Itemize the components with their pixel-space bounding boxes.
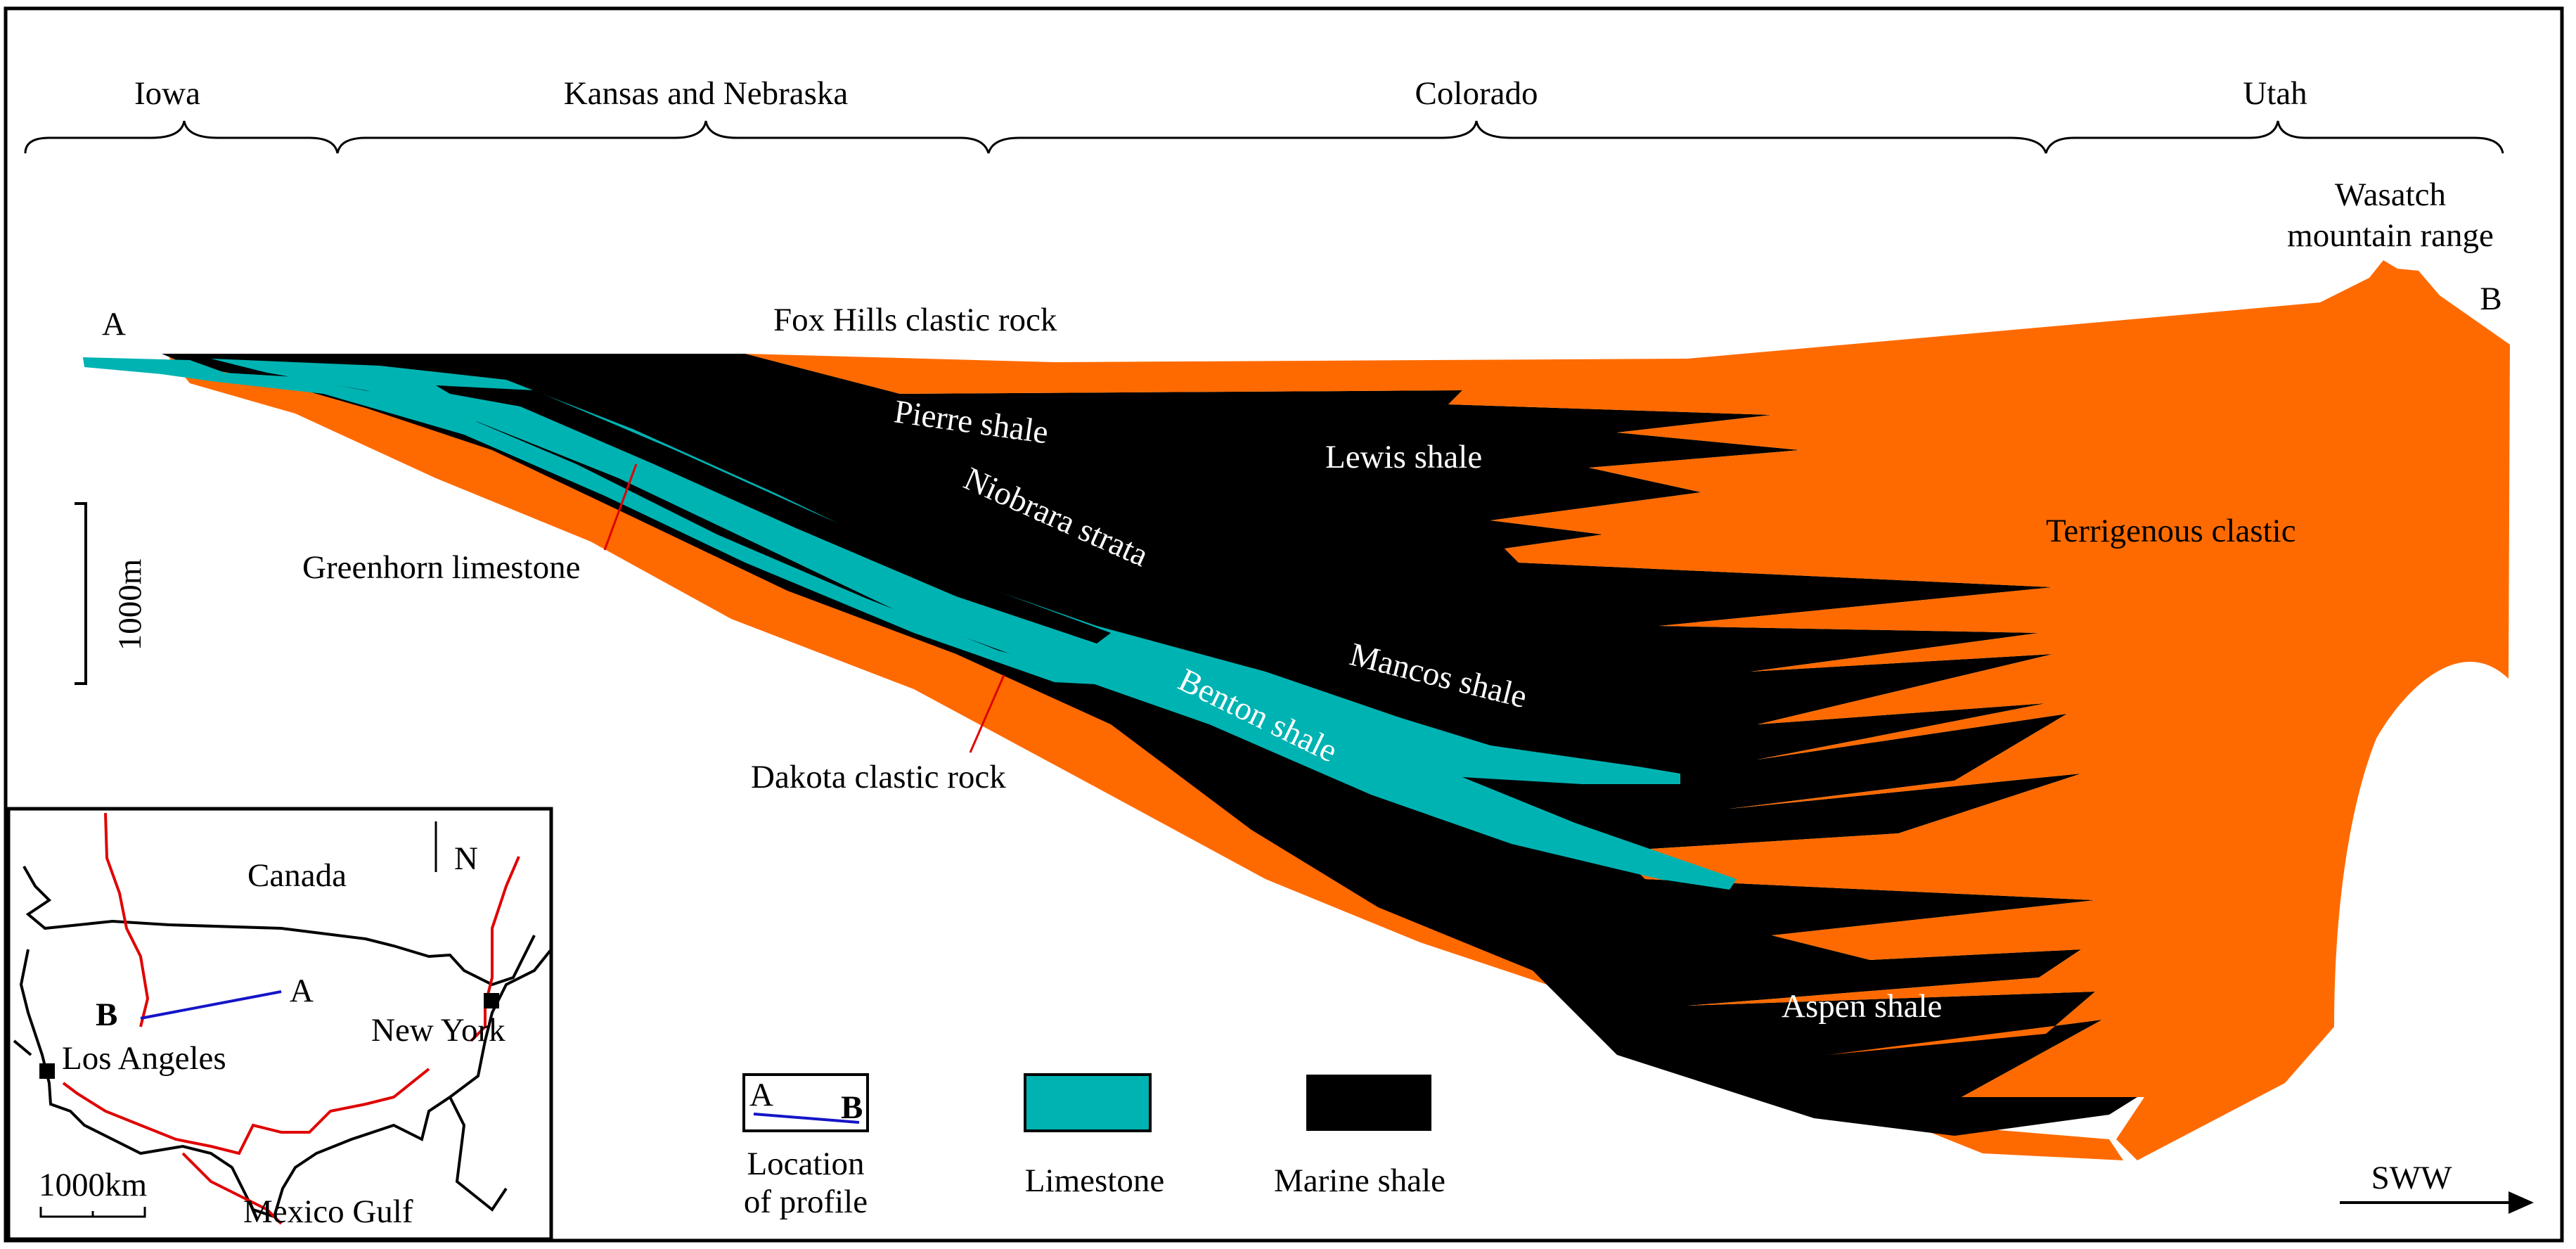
label-greenhorn-limestone: Greenhorn limestone — [302, 549, 580, 586]
label-fox-hills: Fox Hills clastic rock — [773, 302, 1057, 338]
direction-arrow — [2340, 1191, 2534, 1214]
legend-marine-shale-swatch — [1306, 1075, 1431, 1131]
leader-greenhorn — [603, 463, 638, 551]
los-angeles-marker — [39, 1063, 55, 1079]
region-label-iowa: Iowa — [134, 75, 200, 112]
legend-limestone-label: Limestone — [1025, 1162, 1164, 1199]
north-label: N — [454, 840, 478, 877]
legend-profile-symbol — [742, 1073, 869, 1132]
inset-scale-bar — [39, 1207, 146, 1218]
leader-dakota — [969, 674, 1005, 753]
inset-mexico-gulf-label: Mexico Gulf — [243, 1193, 413, 1230]
region-label-colorado: Colorado — [1415, 75, 1538, 112]
inset-los-angeles-label: Los Angeles — [62, 1040, 226, 1077]
region-brackets — [24, 120, 2504, 154]
inset-profile-line — [140, 990, 282, 1020]
inset-point-b: B — [96, 997, 117, 1033]
marine-shale-body — [162, 354, 2137, 1136]
legend-marine-shale-label: Marine shale — [1274, 1162, 1445, 1199]
shale-parting — [436, 385, 1111, 643]
region-label-kansas-nebraska: Kansas and Nebraska — [564, 75, 849, 112]
legend-profile-label-line1: Location — [747, 1146, 864, 1182]
dakota-clastic-layer — [169, 357, 2123, 1160]
label-aspen-shale: Aspen shale — [1782, 988, 1942, 1025]
legend-limestone-swatch — [1024, 1073, 1152, 1132]
inset-map: N B A Canada New York Los Angeles Mexico… — [6, 807, 553, 1241]
limestone-tongue-niobrara — [211, 359, 1737, 890]
profile-end-label: B — [2480, 281, 2501, 317]
inset-scale-label: 1000km — [39, 1167, 147, 1203]
inset-new-york-label: New York — [371, 1012, 505, 1049]
legend-profile-label-line2: of profile — [744, 1184, 868, 1220]
new-york-marker — [484, 993, 499, 1008]
mountain-label-line1: Wasatch — [2335, 177, 2446, 213]
vertical-scale-bar — [75, 502, 87, 685]
limestone-tongue-greenhorn — [83, 357, 1125, 686]
mountain-label-line2: mountain range — [2287, 217, 2494, 254]
profile-start-label: A — [102, 306, 126, 342]
region-label-utah: Utah — [2243, 75, 2307, 112]
terrigenous-clastic-layer — [745, 260, 2510, 1160]
inset-map-coastlines — [13, 866, 553, 1219]
inset-canada-label: Canada — [247, 857, 347, 894]
label-dakota-clastic: Dakota clastic rock — [751, 759, 1006, 795]
legend-profile-b: B — [841, 1089, 863, 1126]
label-lewis-shale: Lewis shale — [1325, 439, 1482, 475]
inset-point-a: A — [290, 973, 314, 1009]
scale-bar-label: 1000m — [112, 559, 148, 651]
legend-profile-a: A — [749, 1077, 773, 1113]
label-terrigenous-clastic: Terrigenous clastic — [2046, 513, 2296, 549]
inset-map-faults — [62, 812, 520, 1225]
direction-label: SWW — [2371, 1160, 2453, 1196]
cross-section — [83, 260, 2510, 1160]
inset-map-frame — [6, 807, 553, 1241]
